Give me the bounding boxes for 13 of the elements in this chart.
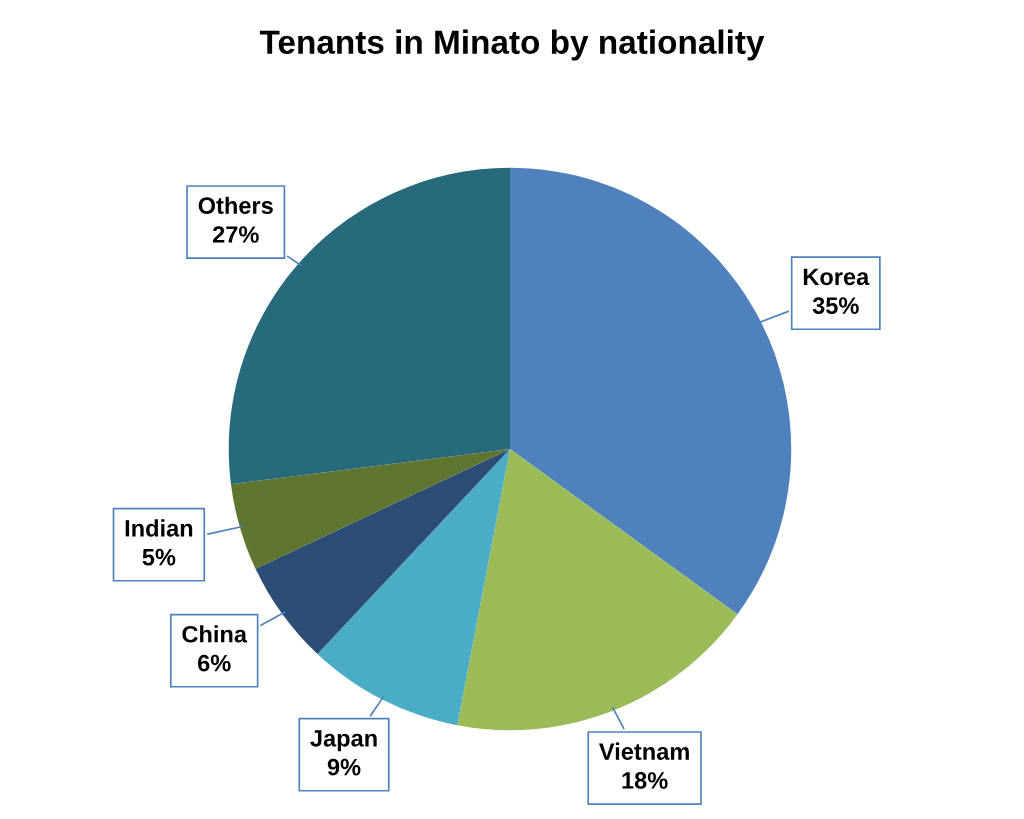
data-label: 35% (812, 297, 859, 315)
data-label: 18% (622, 772, 668, 789)
slice-label: China (182, 625, 248, 643)
data-label: 5% (142, 548, 176, 566)
slice-label: Japan (310, 730, 377, 752)
chart-title: Tenants in Minato by nationality (259, 29, 765, 61)
slice-label: Indian (125, 519, 193, 537)
slice-label: Others (198, 196, 273, 214)
data-label: 6% (198, 654, 231, 672)
data-label: 9% (327, 758, 361, 776)
slice-label: Vietnam (599, 742, 689, 760)
data-label: 27% (212, 226, 259, 243)
slice-label: Korea (803, 268, 870, 286)
